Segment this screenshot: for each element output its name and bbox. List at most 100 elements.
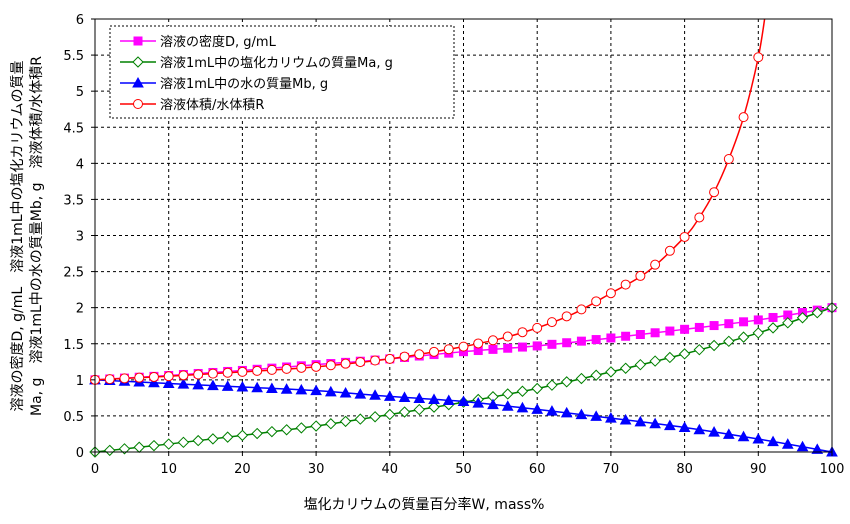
series-2-marker — [605, 366, 617, 378]
legend-swatch-marker — [132, 76, 144, 88]
series-2-marker — [708, 339, 720, 352]
series-4-marker — [207, 368, 218, 379]
x-tick-label: 80 — [676, 462, 693, 477]
series-2-marker — [516, 385, 529, 397]
series-3-marker — [251, 381, 263, 393]
series-1-marker — [532, 341, 542, 351]
series-2-marker — [104, 444, 116, 457]
series-4-marker — [650, 259, 661, 270]
series-3-marker — [487, 398, 499, 410]
series-1-marker — [517, 342, 527, 352]
y-tick-label: 4 — [76, 157, 84, 172]
x-tick-label: 60 — [529, 462, 546, 477]
series-3-marker — [428, 393, 440, 404]
series-2-marker — [118, 443, 131, 455]
series-1-marker — [665, 326, 675, 336]
legend-swatch-marker — [133, 99, 143, 109]
x-axis-label: 塩化カリウムの質量百分率W, mass% — [304, 496, 545, 513]
series-3-marker — [354, 388, 367, 399]
series-2-marker — [782, 317, 794, 329]
series-3-marker — [560, 406, 573, 418]
series-2-marker — [531, 382, 543, 395]
y-tick-label: 5 — [76, 85, 84, 100]
series-2-marker — [221, 431, 234, 443]
series-4-marker — [709, 187, 720, 198]
series-3-marker — [619, 413, 632, 425]
series-1-marker — [709, 321, 719, 331]
series-2-marker — [398, 406, 411, 418]
series-4-marker — [502, 331, 513, 342]
y-tick-label: 0 — [76, 446, 84, 461]
series-3-marker — [649, 417, 661, 429]
x-tick-label: 40 — [382, 462, 399, 477]
series-3-marker — [472, 397, 485, 408]
series-4-marker — [178, 370, 189, 381]
series-2-marker — [192, 434, 204, 447]
x-tick-label: 20 — [234, 462, 251, 477]
series-1-marker — [724, 319, 734, 329]
series-2-marker — [664, 351, 676, 364]
series-4-marker — [296, 362, 307, 373]
series-1-marker — [650, 328, 660, 338]
series-4-marker — [429, 346, 440, 357]
y-tick-label: 0.5 — [63, 410, 84, 425]
series-1-marker — [606, 333, 616, 343]
x-tick-label: 90 — [750, 462, 767, 477]
y-tick-label: 1.5 — [63, 338, 84, 353]
series-4-marker — [546, 317, 557, 328]
series-2-marker — [634, 358, 647, 371]
series-3-marker — [457, 395, 470, 406]
series-3-marker — [605, 412, 617, 423]
y-tick-label: 4.5 — [63, 121, 84, 136]
legend-swatch-marker — [133, 36, 143, 46]
legend-box — [109, 25, 455, 119]
legend-swatch-marker — [132, 56, 144, 68]
series-4-marker — [473, 338, 484, 349]
series-1-marker — [503, 343, 513, 353]
series-3-marker — [442, 394, 455, 405]
series-2-marker — [148, 439, 160, 452]
series-3-marker — [811, 443, 824, 454]
legend-label: 溶液1mL中の塩化カリウムの質量Ma, g — [160, 56, 393, 71]
series-3-marker — [369, 389, 381, 400]
y-tick-label: 3 — [76, 230, 84, 245]
series-4-marker — [193, 369, 204, 380]
series-4-marker — [591, 296, 602, 307]
y-tick-label: 2 — [76, 302, 84, 317]
series-2-marker — [295, 422, 308, 434]
series-4-marker — [281, 363, 292, 374]
series-4-marker — [237, 366, 248, 377]
series-1-marker — [562, 338, 572, 348]
x-tick-label: 0 — [91, 462, 99, 477]
series-2-marker — [266, 425, 278, 438]
series-1-marker — [547, 339, 557, 349]
x-tick-label: 30 — [308, 462, 325, 477]
series-4-marker — [679, 231, 690, 242]
series-2-marker — [413, 403, 425, 416]
legend-label: 溶液の密度D, g/mL — [160, 34, 277, 50]
series-4-marker — [222, 367, 233, 378]
series-2-marker — [693, 343, 706, 356]
series-4-marker — [266, 364, 277, 375]
series-4-marker — [399, 351, 410, 362]
series-3-marker — [767, 435, 779, 447]
series-2-marker — [590, 369, 602, 381]
series-4-marker — [605, 288, 616, 299]
x-tick-label: 10 — [160, 462, 177, 477]
series-1-marker — [635, 330, 645, 340]
series-3-marker — [708, 426, 720, 437]
series-2-marker — [280, 424, 293, 436]
series-3-marker — [221, 380, 234, 391]
series-3-marker — [280, 383, 293, 394]
series-4-marker — [620, 279, 631, 290]
series-4 — [90, 19, 766, 385]
series-3-marker — [501, 400, 514, 411]
series-2-marker — [251, 427, 263, 440]
series-3-marker — [693, 423, 706, 435]
series-4-marker — [311, 361, 322, 372]
series-4-marker — [723, 154, 734, 165]
x-tick-label: 100 — [820, 462, 845, 477]
series-3-marker — [664, 419, 676, 431]
